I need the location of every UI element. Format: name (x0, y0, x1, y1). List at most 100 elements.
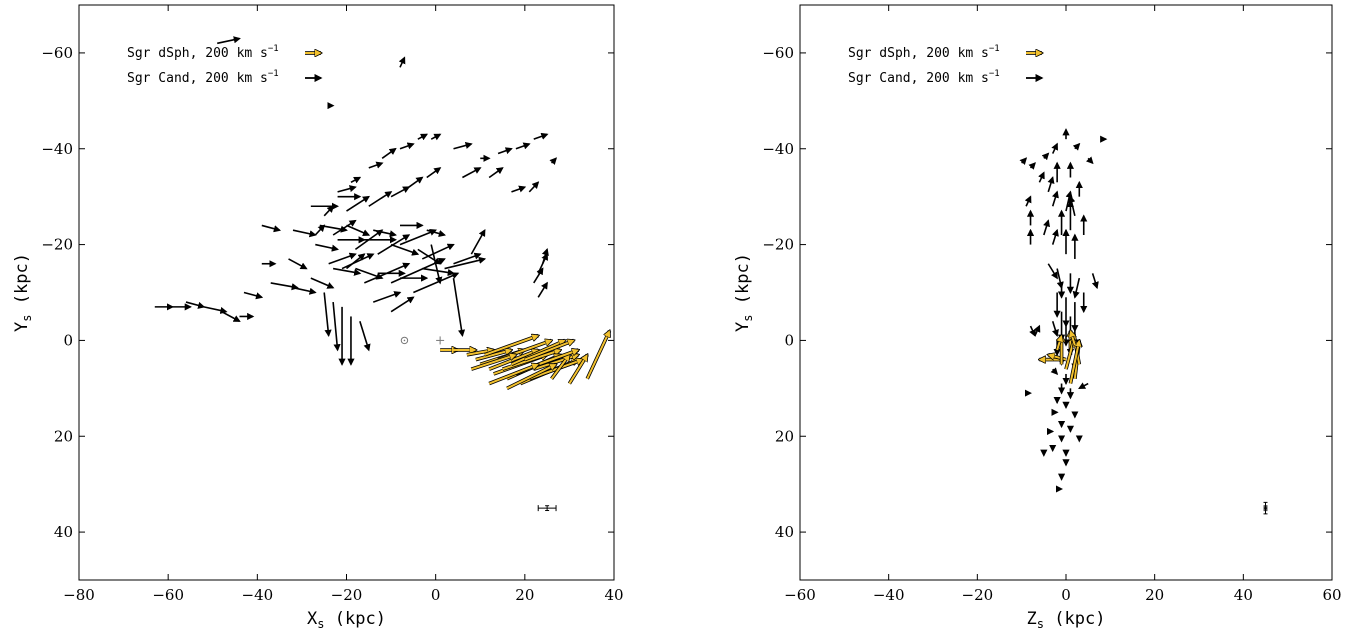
legend-label: Sgr Cand, 200 km s−1 (127, 69, 279, 86)
legend-label: Sgr Cand, 200 km s−1 (848, 69, 1000, 86)
vector-arrow (497, 147, 513, 155)
vector-arrow (1028, 162, 1036, 170)
vector-arrow (323, 205, 335, 217)
error-bar (537, 505, 557, 512)
vector-series-2 (1039, 331, 1079, 384)
vector-arrow (261, 224, 282, 233)
plot-frame (78, 4, 615, 581)
vector-arrow (413, 272, 460, 294)
vector-arrow (417, 133, 429, 141)
vector-arrow (537, 281, 548, 298)
y-tick-label: −60 (762, 44, 794, 62)
vector-arrow (452, 278, 466, 338)
vector-arrow (1051, 190, 1059, 207)
x-tick-label: −60 (152, 586, 184, 604)
x-tick-label: 40 (604, 586, 623, 604)
vector-arrow (471, 355, 516, 371)
vector-arrow (466, 350, 494, 356)
vector-series-2 (440, 331, 612, 390)
vector-arrow (390, 243, 420, 256)
vector-arrow (1050, 367, 1059, 376)
vector-arrow (426, 167, 442, 179)
vector-arrow (1024, 195, 1032, 207)
vector-arrow (1072, 277, 1081, 299)
plot-frame (799, 4, 1333, 581)
vector-arrow (390, 186, 411, 198)
chart-panel-1: −80 −60 −40 −20 0 20 40 −60 −40 −20 0 20 40 Xs (kpc) Y… (12, 4, 624, 631)
vector-arrow (470, 228, 486, 255)
y-tick-label: 40 (775, 523, 794, 541)
vector-arrow (488, 167, 504, 179)
vector-arrow (515, 142, 531, 150)
vector-arrow (1041, 152, 1050, 161)
y-tick-label: −60 (41, 44, 73, 62)
vector-arrow (323, 292, 332, 338)
y-tick-label: −20 (41, 236, 73, 254)
x-tick-label: −60 (784, 586, 816, 604)
x-tick-label: −40 (873, 586, 905, 604)
sun-marker (400, 336, 409, 345)
x-tick-label: 0 (431, 586, 441, 604)
vector-arrow (549, 157, 558, 166)
vector-arrow (1029, 325, 1036, 337)
vector-arrow (453, 252, 482, 265)
y-axis-label: Ys (kpc) (733, 253, 755, 332)
vector-arrow (511, 340, 564, 366)
y-tick-label: 40 (54, 523, 73, 541)
x-tick-label: −80 (63, 586, 95, 604)
vector-arrow (586, 331, 609, 380)
vector-arrow (408, 176, 424, 188)
y-tick-label: 20 (775, 427, 794, 445)
sun-marker-dot (403, 339, 406, 342)
x-tick-label: 20 (1145, 586, 1164, 604)
error-bar (1263, 501, 1268, 515)
vector-arrow (398, 56, 406, 68)
y-tick-label: −40 (762, 140, 794, 158)
x-axis-label: Xs (kpc) (307, 609, 386, 631)
vector-arrow (390, 296, 415, 313)
vector-arrow (1019, 157, 1028, 166)
vector-arrow (399, 142, 415, 150)
vector-arrow (524, 340, 574, 361)
x-axis-label: Zs (kpc) (1027, 609, 1106, 631)
vector-arrow (528, 181, 540, 193)
vector-arrow (1091, 273, 1099, 290)
vector-arrow (1051, 142, 1058, 154)
vector-arrow (568, 355, 587, 385)
legend: Sgr dSph, 200 km s−1 Sgr Cand, 200 km s−1 (127, 44, 323, 86)
vector-arrow (373, 229, 397, 238)
vector-arrow (1057, 336, 1061, 351)
legend-label: Sgr dSph, 200 km s−1 (127, 44, 279, 61)
vector-arrow (541, 247, 549, 264)
vector-arrow (1038, 171, 1045, 183)
vector-arrow (221, 310, 241, 322)
vector-arrow (475, 350, 512, 361)
vector-arrow (368, 191, 393, 207)
y-axis-label: Ys (kpc) (12, 253, 34, 332)
vector-arrow (1070, 331, 1074, 346)
vector-arrow (537, 252, 548, 274)
vector-arrow (453, 141, 473, 150)
vector-arrow (417, 248, 442, 265)
vector-arrow (319, 224, 348, 233)
vector-arrow (359, 321, 371, 352)
vector-arrow (1051, 228, 1059, 245)
legend-label: Sgr dSph, 200 km s−1 (848, 44, 1000, 61)
vector-arrow (310, 277, 335, 289)
vector-arrow (346, 195, 371, 212)
vector-arrow (430, 244, 443, 285)
vector-arrow (243, 291, 264, 300)
vector-arrow (462, 167, 482, 179)
vector-arrow (506, 364, 556, 390)
vector-arrow (399, 229, 438, 246)
vector-arrow (346, 224, 371, 237)
x-tick-label: −20 (962, 586, 994, 604)
vector-arrow (288, 258, 308, 270)
vector-arrow (1086, 156, 1094, 165)
chart-panel-2: −60 −40 −20 0 20 40 60 −60 −40 −20 0 20 40 Zs (kpc) Ys… (733, 4, 1342, 631)
vector-arrow (533, 132, 549, 140)
legend: Sgr dSph, 200 km s−1 Sgr Cand, 200 km s−1 (848, 44, 1044, 86)
vector-arrow (217, 36, 241, 45)
vector-arrow (332, 302, 341, 352)
vector-arrow (421, 243, 455, 260)
